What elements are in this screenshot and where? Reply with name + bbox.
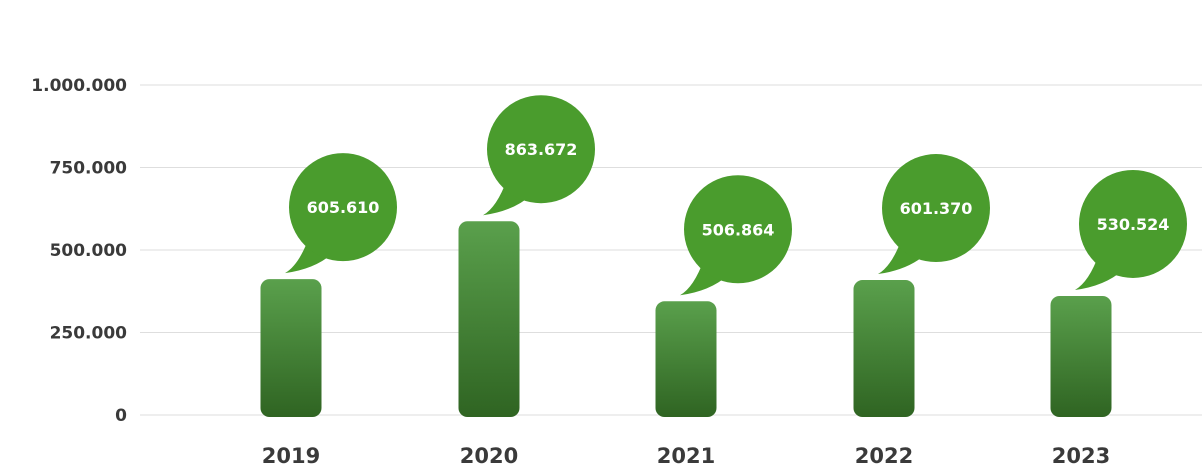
bubble-circle [487,95,595,204]
value-bubble-2021: 506.864 [680,175,792,296]
y-tick-label: 1.000.000 [31,76,127,96]
y-tick-label: 0 [115,406,127,426]
bar-2022 [853,280,915,417]
bubble-circle [684,175,792,284]
bubble-circle [882,154,990,263]
x-tick-label: 2021 [657,444,715,466]
value-bubble-2023: 530.524 [1075,169,1187,290]
bubble-circle [1079,169,1187,278]
data-label: 863.672 [505,140,578,159]
data-label: 506.864 [702,220,775,239]
value-bubble-2022: 601.370 [878,154,990,275]
data-label: 605.610 [307,198,380,217]
x-axis-labels: 2019 2020 2021 2022 2023 [262,444,1110,466]
bars [260,221,1112,417]
bar-2021 [655,301,717,417]
y-tick-label: 500.000 [50,241,128,261]
bubble-circle [289,153,397,262]
data-label: 601.370 [900,199,973,218]
y-axis-ticks: 0 250.000 500.000 750.000 1.000.000 [31,76,127,426]
bar-2020 [458,221,520,417]
value-bubbles: 605.610 863.672 506.864 601.370 530.524 [285,95,1187,296]
value-bubble-2020: 863.672 [483,95,595,216]
x-tick-label: 2022 [855,444,913,466]
data-label: 530.524 [1097,215,1170,234]
x-tick-label: 2019 [262,444,320,466]
x-tick-label: 2023 [1052,444,1110,466]
bar-2023 [1050,295,1112,417]
bar-2019 [260,279,322,417]
y-tick-label: 750.000 [50,159,128,179]
value-bubble-2019: 605.610 [285,153,397,274]
x-tick-label: 2020 [460,444,518,466]
y-tick-label: 250.000 [50,324,128,344]
